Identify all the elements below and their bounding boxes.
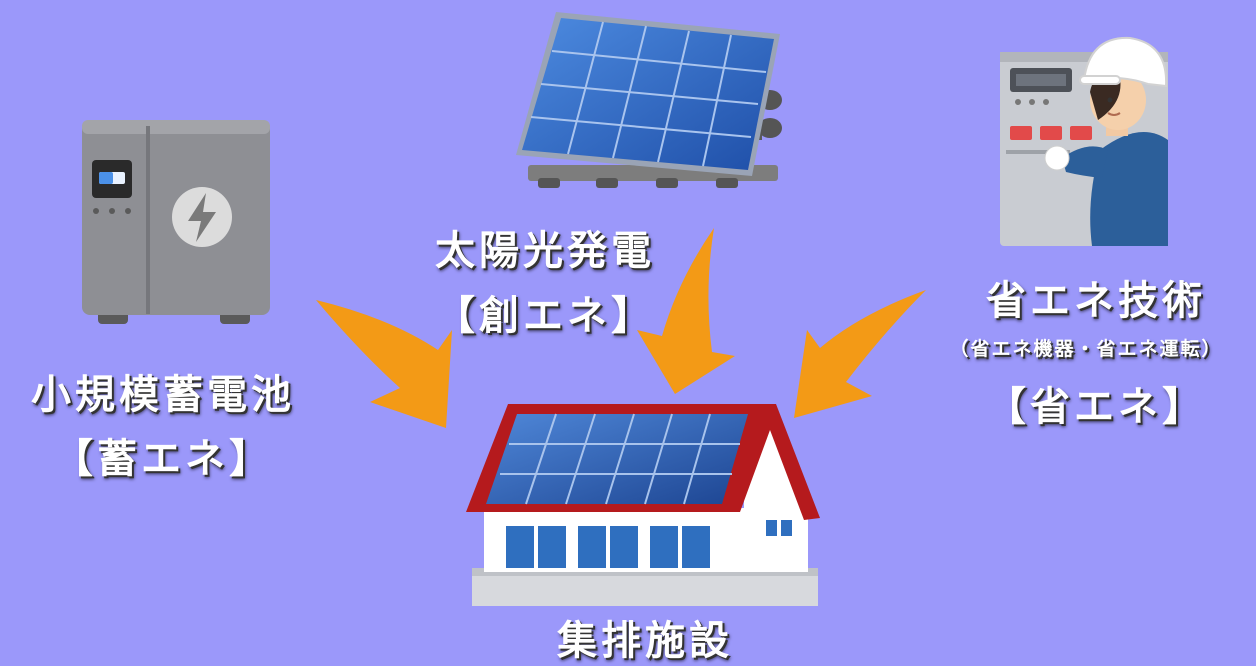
storage-title: 小規模蓄電池 [31, 372, 295, 418]
efficiency-title: 省エネ技術 [986, 278, 1206, 324]
arrow-from-efficiency [794, 290, 926, 418]
arrow-from-solar [637, 228, 735, 394]
worker-control-panel-icon [1000, 36, 1168, 246]
arrow-from-storage [316, 300, 452, 428]
storage-subtitle: 【蓄エネ】 [53, 436, 273, 482]
solar-subtitle: 【創エネ】 [435, 293, 655, 339]
battery-icon [82, 120, 270, 324]
house-icon [466, 404, 820, 606]
efficiency-note: （省エネ機器・省エネ運転） [949, 338, 1223, 360]
efficiency-subtitle: 【省エネ】 [986, 384, 1206, 430]
facility-title: 集排施設 [557, 618, 733, 664]
solar-panel-icon [516, 12, 782, 188]
solar-title: 太陽光発電 [435, 228, 655, 274]
